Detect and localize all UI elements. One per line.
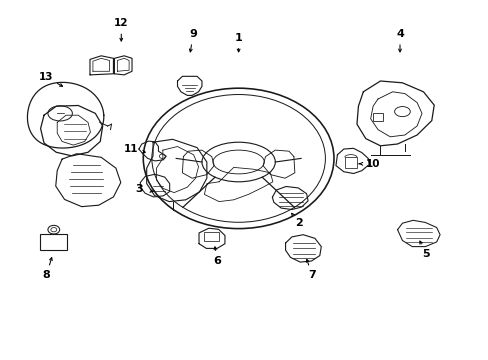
Text: 3: 3 — [135, 184, 143, 194]
Bar — [344, 157, 356, 168]
Text: 6: 6 — [213, 256, 221, 266]
Text: 5: 5 — [422, 249, 429, 259]
Text: 4: 4 — [395, 29, 403, 39]
Text: 2: 2 — [295, 218, 303, 228]
Bar — [40, 234, 67, 250]
Bar — [372, 113, 382, 121]
Text: 11: 11 — [123, 144, 138, 154]
Text: 7: 7 — [307, 270, 315, 280]
Text: 9: 9 — [189, 29, 197, 39]
Text: 10: 10 — [365, 159, 379, 169]
Text: 8: 8 — [42, 270, 50, 280]
Text: 13: 13 — [39, 72, 54, 82]
Text: 1: 1 — [234, 33, 242, 43]
Text: 12: 12 — [114, 18, 128, 28]
Bar — [203, 232, 218, 241]
